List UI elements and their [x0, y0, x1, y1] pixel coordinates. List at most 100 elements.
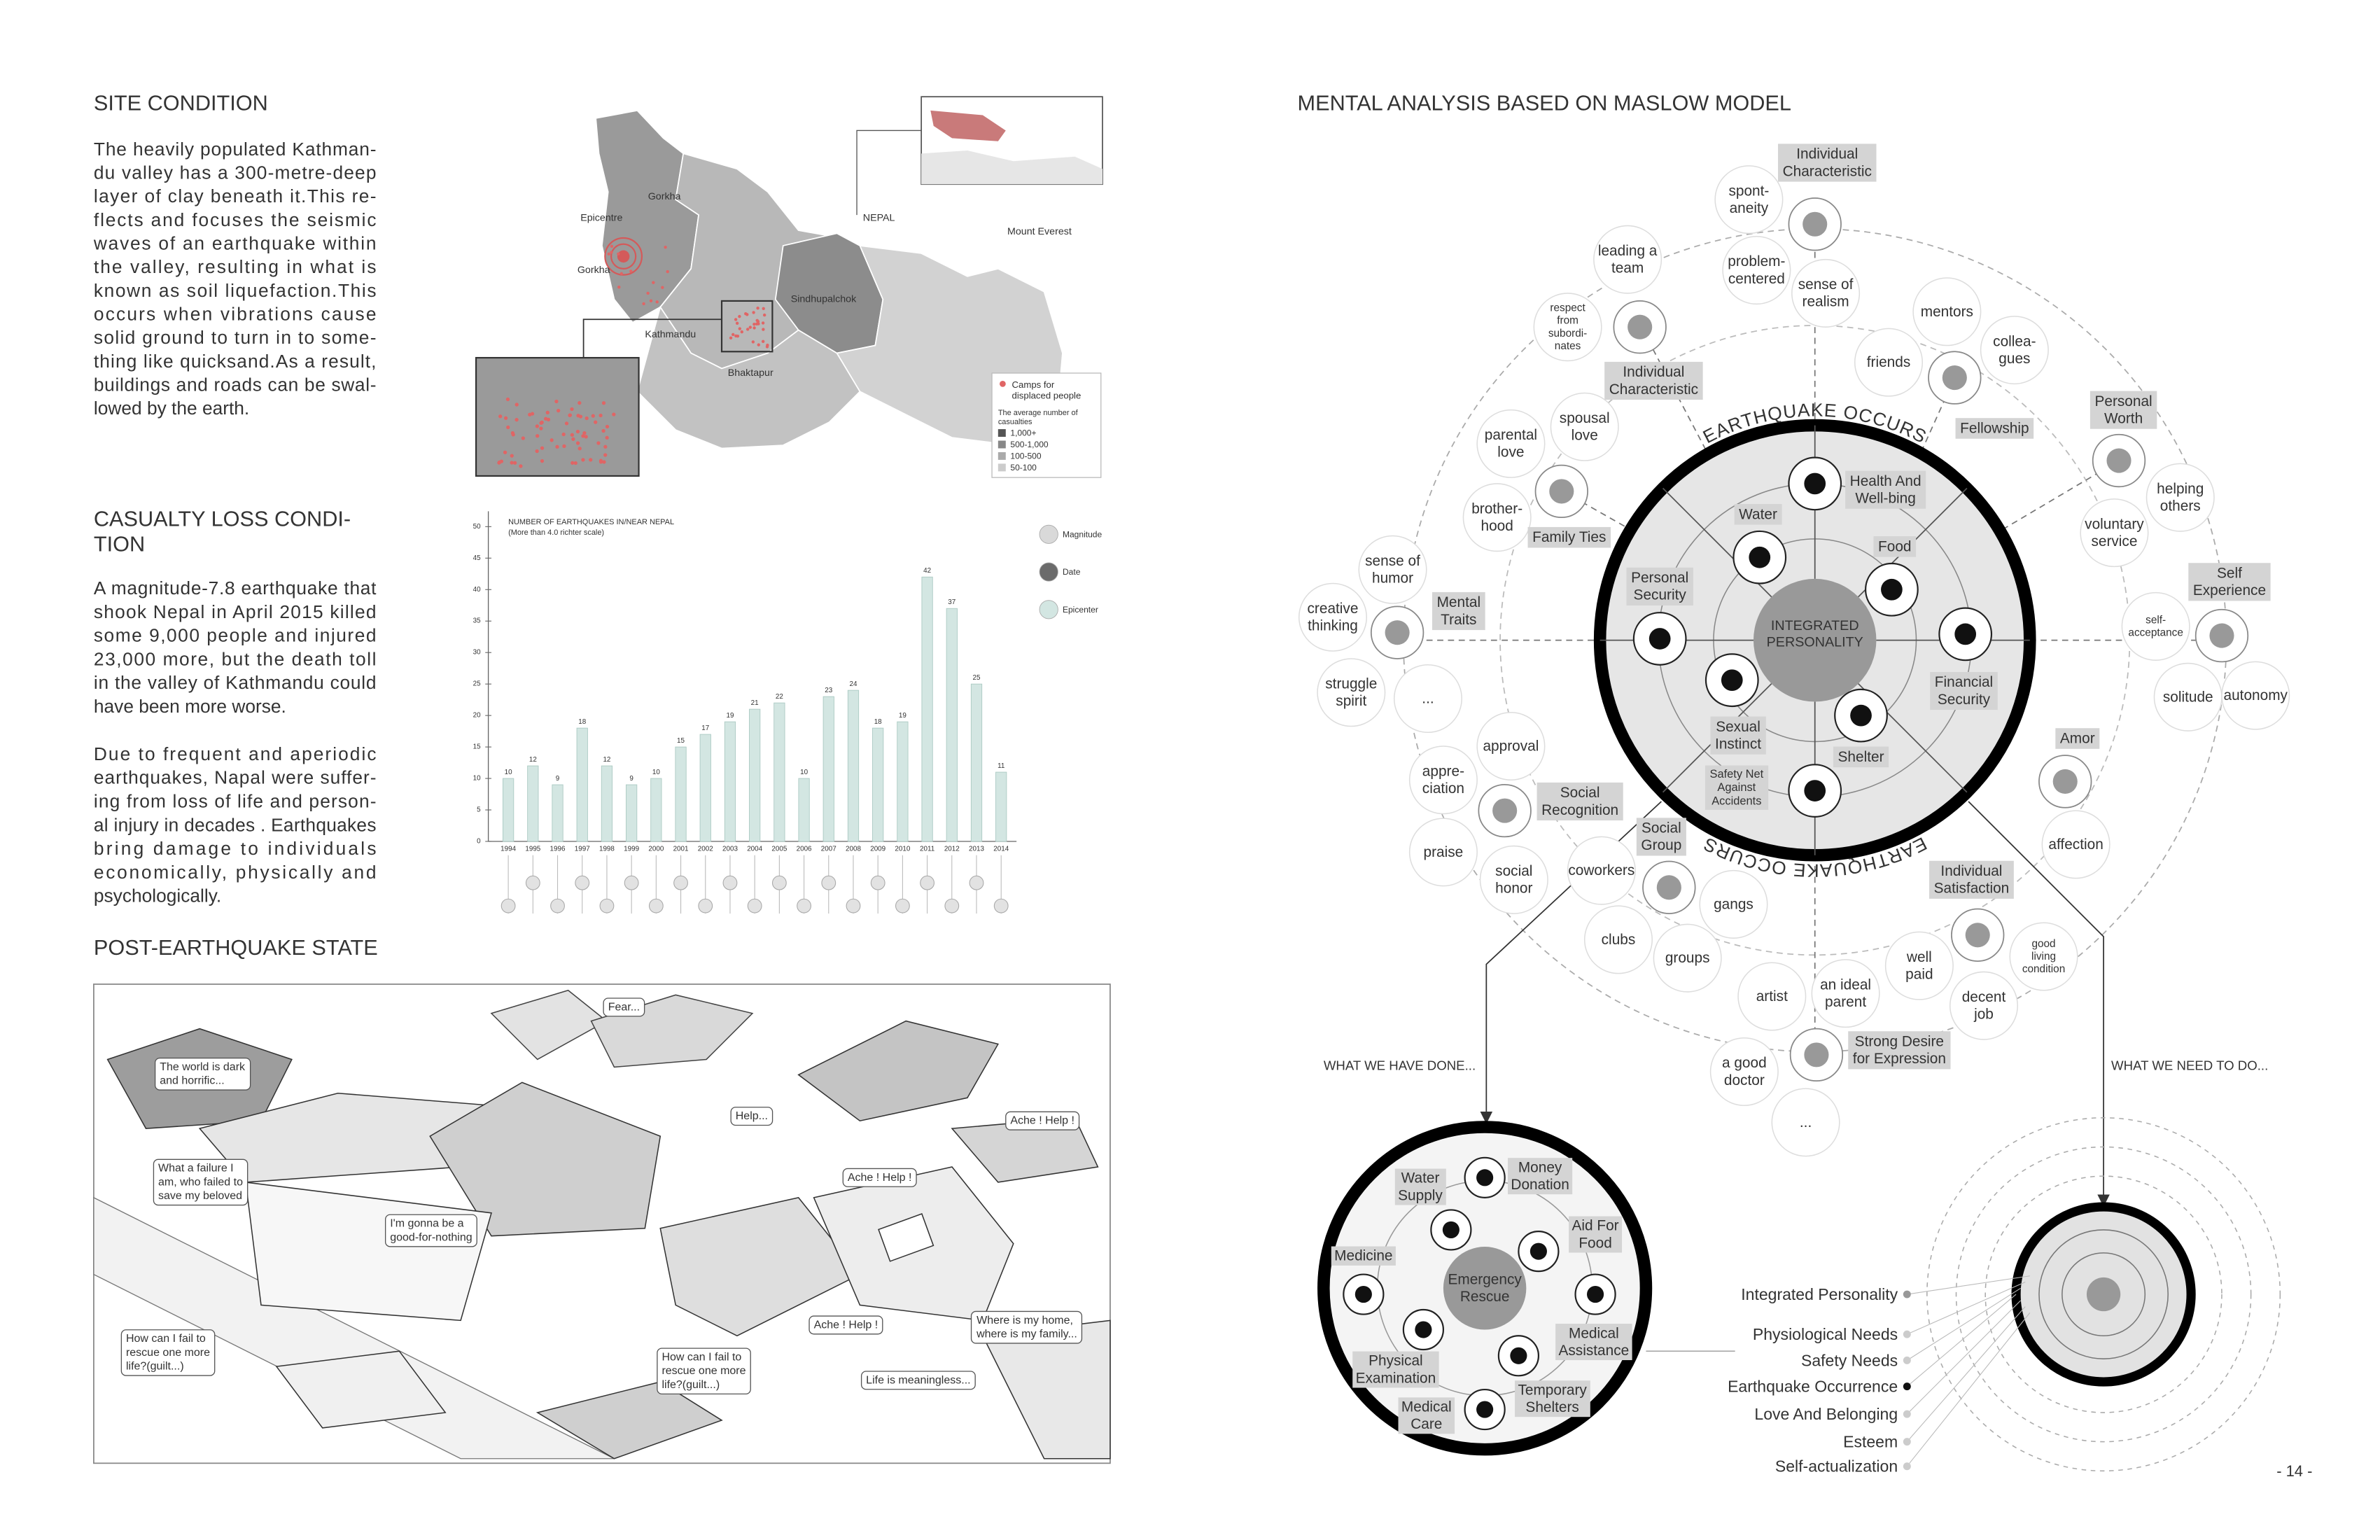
- x-tick-label: 2005: [771, 845, 787, 853]
- speech-bubble: The world is dark and horrific...: [154, 1057, 251, 1091]
- rescue-glyph: [1476, 1169, 1494, 1186]
- illustration: [93, 983, 1111, 1464]
- node-circle: [1533, 293, 1602, 362]
- camp-dot: [655, 300, 659, 304]
- bar: [527, 765, 539, 842]
- x-tick-label: 1999: [624, 845, 639, 853]
- camp-dots: [497, 244, 769, 468]
- node-label: paid: [1905, 966, 1933, 982]
- map-legend-swatch: [997, 429, 1006, 438]
- camp-dot: [528, 412, 532, 416]
- y-tick-label: 15: [473, 743, 481, 751]
- bar: [946, 608, 958, 842]
- camp-dot: [512, 461, 517, 465]
- bubble-box: [1005, 1111, 1080, 1130]
- bar: [503, 778, 514, 842]
- chart-title: NUMBER OF EARTHQUAKES IN/NEAR NEPAL: [508, 518, 674, 526]
- map-label: Kathmandu: [645, 329, 696, 340]
- body-line: earthquakes, Napal were suffer-: [94, 767, 377, 788]
- sector-label: Accidents: [1712, 795, 1761, 808]
- node-label: decent: [1962, 989, 2006, 1005]
- node-circle: [1462, 483, 1532, 552]
- tag-background: [1636, 818, 1686, 856]
- node-label: gangs: [1714, 896, 1754, 912]
- node-label: solitude: [2163, 689, 2213, 705]
- camp-dot: [649, 299, 653, 302]
- legend-dot: [1903, 1290, 1911, 1298]
- y-tick-label: 35: [473, 617, 481, 625]
- locator-connector: [856, 130, 922, 216]
- y-tick-label: 10: [473, 775, 481, 783]
- x-tick-label: 1995: [525, 845, 540, 853]
- node-label: Individual: [1796, 146, 1858, 162]
- tag-background: [1432, 592, 1485, 631]
- node-circle: [1408, 746, 1478, 815]
- rescue-center-label: Rescue: [1460, 1289, 1510, 1305]
- camp-dot: [598, 413, 603, 418]
- node-label: spirit: [1336, 693, 1366, 709]
- rescue-glyph: [1586, 1285, 1604, 1303]
- flow-label: WHAT WE NEED TO DO...: [2111, 1058, 2268, 1073]
- value-label: 12: [529, 756, 537, 764]
- node-circle: [1298, 582, 1368, 652]
- node-label: struggle: [1325, 676, 1377, 692]
- rescue-label: Food: [1578, 1235, 1611, 1251]
- camp-dot: [550, 438, 554, 442]
- node-tag: Fellowship: [1955, 418, 2034, 439]
- icon-glyph: [2209, 623, 2234, 648]
- rescue-tag: Medicine: [1331, 1246, 1396, 1266]
- node-label: Group: [1641, 837, 1681, 853]
- camp-dot: [740, 330, 744, 334]
- legend-label: Love And Belonging: [1754, 1405, 1898, 1423]
- map-legend-subtitle: casualties: [998, 418, 1032, 426]
- value-label: 37: [948, 598, 955, 606]
- node-label: acceptance: [2128, 626, 2183, 638]
- x-tick-label: 2014: [993, 845, 1009, 853]
- camp-dot: [735, 321, 739, 325]
- rescue-label: Medical: [1401, 1399, 1452, 1415]
- rescue-label: Medicine: [1334, 1248, 1392, 1264]
- icon-glyph: [1385, 620, 1410, 645]
- camp-dot: [757, 343, 760, 346]
- camp-dot: [581, 458, 585, 462]
- camp-dot: [738, 314, 741, 318]
- bubble-text: What a failure I: [158, 1163, 234, 1175]
- node-circle: [2146, 463, 2215, 532]
- bar: [897, 721, 909, 842]
- body-line: The heavily populated Kathman-: [94, 139, 377, 160]
- core-label: PERSONALITY: [1767, 635, 1863, 650]
- date-marker: [895, 898, 910, 913]
- map-legend-title: displaced people: [1012, 390, 1082, 400]
- bubble-text: good-for-nothing: [390, 1231, 472, 1243]
- legend-label: Physiological Needs: [1753, 1325, 1898, 1343]
- node-label: living: [2031, 951, 2056, 962]
- y-tick-label: 30: [473, 649, 481, 657]
- map-label: NEPAL: [863, 212, 895, 223]
- camp-dot: [505, 397, 510, 402]
- node-circle: [2221, 661, 2290, 730]
- node-label: Individual: [1623, 364, 1684, 380]
- tag-background: [1555, 1324, 1632, 1361]
- legend-label: Earthquake Occurrence: [1728, 1378, 1898, 1396]
- rescue-label: Shelters: [1525, 1399, 1578, 1415]
- camp-dot: [576, 414, 580, 418]
- node-label: for Expression: [1853, 1051, 1946, 1067]
- bubble-box: [153, 1158, 248, 1206]
- node-label: sense of: [1365, 553, 1420, 569]
- map-label: Gorkha: [648, 191, 681, 202]
- camp-dot: [748, 326, 752, 329]
- camp-dot: [535, 449, 539, 454]
- x-tick-label: 2010: [895, 845, 910, 853]
- zoom-inset: [475, 356, 640, 477]
- value-label: 12: [603, 756, 610, 764]
- node-label: an ideal: [1820, 976, 1871, 993]
- legend-connector: [1907, 1275, 2030, 1295]
- core-center: [1753, 578, 1877, 702]
- camp-dot: [545, 410, 550, 414]
- map-legend-swatch: [997, 451, 1006, 460]
- bubble-text: I'm gonna be a: [390, 1218, 463, 1230]
